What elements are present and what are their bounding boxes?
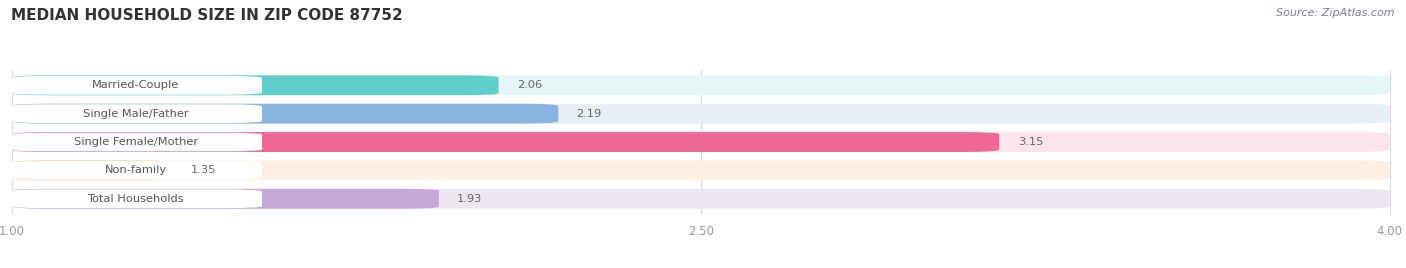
Text: Married-Couple: Married-Couple (91, 80, 180, 90)
Text: Source: ZipAtlas.com: Source: ZipAtlas.com (1277, 8, 1395, 18)
Text: Non-family: Non-family (104, 165, 167, 176)
Text: Single Female/Mother: Single Female/Mother (73, 137, 198, 147)
FancyBboxPatch shape (11, 104, 558, 124)
FancyBboxPatch shape (11, 189, 1389, 209)
FancyBboxPatch shape (10, 161, 262, 180)
FancyBboxPatch shape (10, 189, 262, 208)
FancyBboxPatch shape (10, 104, 262, 123)
FancyBboxPatch shape (11, 132, 1389, 152)
Text: MEDIAN HOUSEHOLD SIZE IN ZIP CODE 87752: MEDIAN HOUSEHOLD SIZE IN ZIP CODE 87752 (11, 8, 404, 23)
Text: 2.19: 2.19 (576, 109, 602, 119)
FancyBboxPatch shape (11, 75, 499, 95)
Text: 1.35: 1.35 (191, 165, 217, 176)
FancyBboxPatch shape (11, 161, 173, 180)
Text: 1.93: 1.93 (457, 194, 482, 204)
Text: 3.15: 3.15 (1018, 137, 1043, 147)
FancyBboxPatch shape (11, 189, 439, 209)
FancyBboxPatch shape (11, 75, 1389, 95)
FancyBboxPatch shape (10, 133, 262, 151)
FancyBboxPatch shape (10, 76, 262, 95)
FancyBboxPatch shape (11, 132, 1000, 152)
FancyBboxPatch shape (11, 104, 1389, 124)
FancyBboxPatch shape (11, 161, 1389, 180)
Text: 2.06: 2.06 (517, 80, 543, 90)
Text: Total Households: Total Households (87, 194, 184, 204)
Text: Single Male/Father: Single Male/Father (83, 109, 188, 119)
